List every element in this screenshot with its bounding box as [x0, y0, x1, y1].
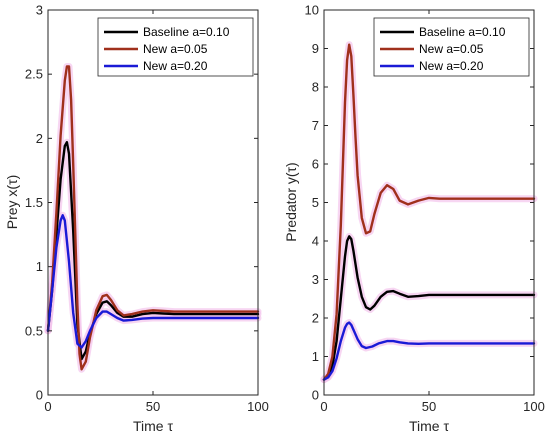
prey-y-tick-label: 0.5: [25, 323, 43, 338]
predator-y-tick-label: 7: [312, 118, 319, 133]
predator-series-lines: [320, 41, 538, 384]
predator-y-tick-label: 9: [312, 41, 319, 56]
prey-legend-label-2: New a=0.20: [143, 59, 208, 73]
predator-y-tick-label: 6: [312, 157, 319, 172]
predator-y-axis-label: Predator y(τ): [283, 162, 299, 241]
prey-y-axis-label: Prey x(τ): [4, 175, 20, 230]
predator-y-tick-label: 10: [305, 3, 319, 18]
predator-series-line-1: [322, 43, 536, 381]
predator-series-line-2: [322, 321, 536, 381]
prey-series-line-0: [46, 140, 260, 361]
predator-legend: Baseline a=0.10 New a=0.05 New a=0.20: [373, 17, 530, 77]
predator-y-tick-label: 1: [312, 349, 319, 364]
prey-legend: Baseline a=0.10 New a=0.05 New a=0.20: [97, 17, 254, 77]
prey-y-tick-label: 0: [36, 388, 43, 403]
predator-series-line-0: [322, 235, 536, 381]
prey-x-tick-label: 100: [247, 399, 269, 414]
predator-x-tick-label: 50: [422, 399, 436, 414]
predator-y-tick-label: 2: [312, 311, 319, 326]
prey-series-line-2: [46, 214, 260, 349]
prey-x-tick-label: 0: [44, 399, 51, 414]
predator-y-tick-label: 3: [312, 272, 319, 287]
predator-legend-label-2: New a=0.20: [419, 59, 484, 73]
prey-legend-label-0: Baseline a=0.10: [143, 25, 230, 39]
prey-y-tick-label: 1: [36, 259, 43, 274]
prey-ticks: 0 0.5 1 1.5 2 2.5 3 0 50 100: [25, 3, 269, 415]
prey-series-line-1: [46, 65, 260, 371]
prey-series-lines: [44, 63, 262, 373]
prey-y-tick-label: 3: [36, 3, 43, 18]
predator-legend-label-1: New a=0.05: [419, 42, 484, 56]
predator-x-axis-label: Time τ: [409, 418, 449, 434]
prey-y-tick-label: 2: [36, 131, 43, 146]
predator-y-tick-label: 8: [312, 80, 319, 95]
prey-x-tick-label: 50: [146, 399, 160, 414]
predator-y-tick-label: 5: [312, 195, 319, 210]
prey-y-tick-label: 1.5: [25, 195, 43, 210]
predator-x-tick-label: 0: [320, 399, 327, 414]
prey-legend-label-1: New a=0.05: [143, 42, 208, 56]
prey-y-tick-label: 2.5: [25, 67, 43, 82]
predator-x-tick-label: 100: [523, 399, 545, 414]
prey-x-axis-label: Time τ: [133, 418, 173, 434]
predator-y-tick-label: 0: [312, 388, 319, 403]
predator-y-tick-label: 4: [312, 234, 319, 249]
predator-legend-label-0: Baseline a=0.10: [419, 25, 506, 39]
prey-chart: 0 0.5 1 1.5 2 2.5 3 0 50 100 Time τ Prey x(τ) Bas…: [4, 3, 269, 435]
